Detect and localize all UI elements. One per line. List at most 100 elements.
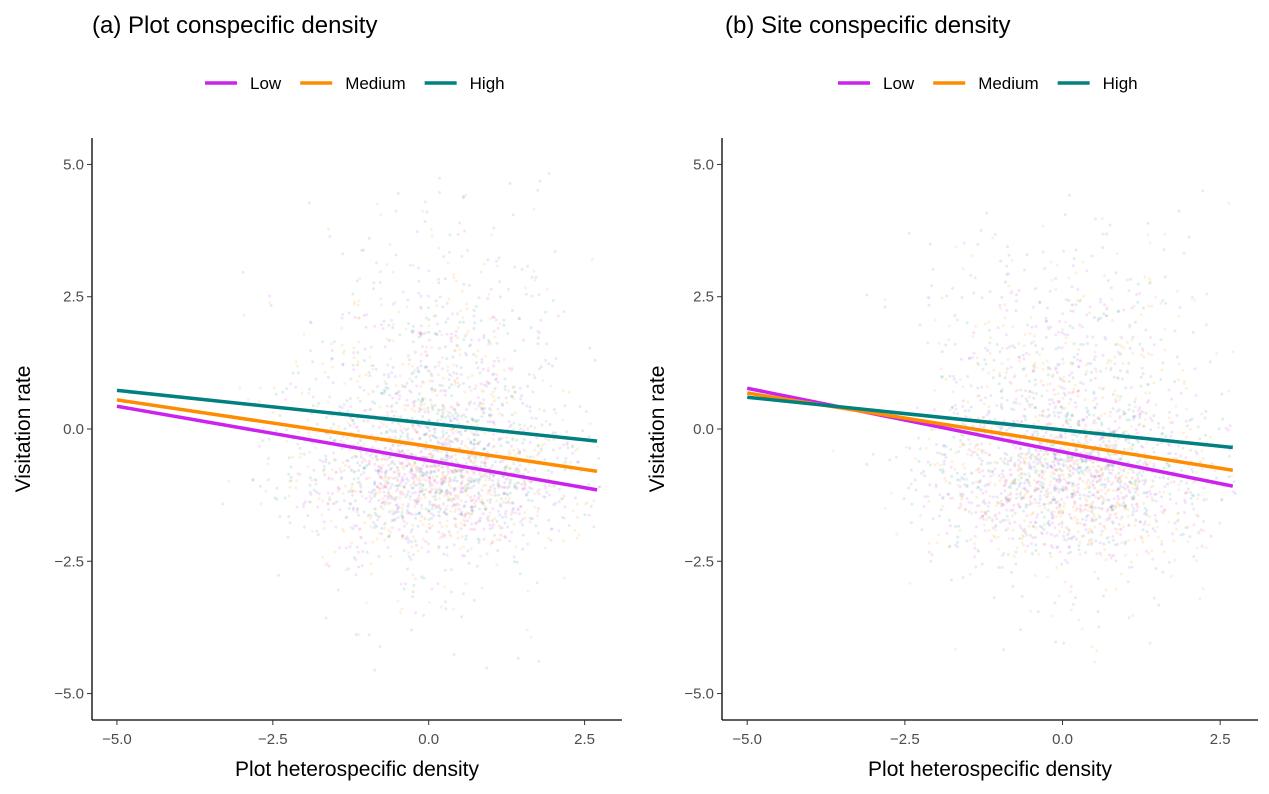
- data-point: [507, 449, 511, 453]
- data-point: [502, 535, 506, 539]
- data-point: [1049, 501, 1053, 505]
- data-point: [1149, 492, 1153, 496]
- data-point: [488, 407, 492, 411]
- data-point: [400, 462, 404, 465]
- data-point: [1178, 306, 1182, 309]
- data-point: [1038, 300, 1042, 304]
- data-point: [1107, 446, 1111, 450]
- data-point: [1149, 428, 1153, 432]
- data-point: [929, 463, 932, 467]
- data-point: [1085, 335, 1089, 339]
- data-point: [446, 498, 450, 502]
- data-point: [1067, 298, 1071, 302]
- data-point: [1035, 487, 1039, 490]
- data-point: [1105, 232, 1109, 236]
- data-point: [447, 250, 451, 254]
- data-point: [1050, 510, 1054, 514]
- data-point: [1118, 335, 1122, 339]
- data-point: [1174, 527, 1178, 531]
- data-point: [913, 478, 917, 482]
- data-point: [308, 491, 312, 494]
- data-point: [368, 454, 372, 458]
- data-point: [408, 470, 412, 474]
- data-point: [442, 475, 446, 479]
- data-point: [381, 464, 385, 467]
- data-point: [1086, 341, 1089, 345]
- data-point: [926, 296, 929, 300]
- data-point: [1089, 362, 1093, 366]
- data-point: [544, 437, 548, 441]
- data-point: [528, 405, 532, 409]
- data-point: [441, 443, 444, 447]
- data-point: [1053, 489, 1056, 493]
- data-point: [377, 555, 381, 558]
- data-point: [420, 467, 424, 471]
- data-point: [531, 390, 535, 394]
- data-point: [491, 539, 495, 543]
- data-point: [315, 422, 319, 426]
- data-point: [1220, 392, 1224, 396]
- data-point: [472, 454, 476, 458]
- data-point: [985, 211, 989, 215]
- data-point: [1063, 580, 1067, 584]
- data-point: [1018, 492, 1022, 496]
- data-point: [1043, 506, 1047, 510]
- data-point: [466, 376, 470, 380]
- data-point: [416, 431, 420, 434]
- data-point: [407, 511, 411, 515]
- data-point: [396, 466, 400, 470]
- data-point: [1076, 358, 1080, 362]
- data-point: [385, 469, 389, 473]
- data-point: [381, 507, 385, 511]
- data-point: [1131, 614, 1135, 617]
- data-point: [1073, 491, 1076, 495]
- data-point: [446, 261, 450, 265]
- data-point: [443, 600, 447, 604]
- data-point: [1064, 336, 1068, 340]
- data-point: [1227, 201, 1231, 205]
- data-point: [1048, 551, 1052, 555]
- data-point: [1094, 343, 1098, 347]
- data-point: [996, 501, 1000, 505]
- data-point: [1146, 221, 1150, 225]
- data-point: [410, 452, 414, 456]
- data-point: [396, 484, 400, 488]
- data-point: [524, 286, 527, 290]
- data-point: [467, 479, 471, 483]
- data-point: [433, 463, 437, 467]
- data-point: [344, 515, 348, 519]
- data-point: [493, 490, 497, 494]
- data-point: [1147, 304, 1150, 308]
- data-point: [978, 425, 982, 429]
- data-point: [1154, 499, 1158, 503]
- data-point: [491, 479, 495, 483]
- data-point: [444, 458, 448, 462]
- data-point: [1089, 506, 1093, 509]
- data-point: [355, 545, 359, 549]
- data-point: [387, 375, 391, 379]
- data-point: [1036, 513, 1040, 517]
- data-point: [1152, 381, 1156, 385]
- data-point: [416, 502, 419, 505]
- data-point: [453, 408, 457, 412]
- data-point: [357, 513, 361, 517]
- data-point: [581, 429, 585, 433]
- data-point: [326, 375, 330, 379]
- legend-label: Medium: [345, 74, 405, 93]
- data-point: [1020, 394, 1024, 398]
- data-point: [491, 437, 495, 441]
- data-point: [965, 483, 969, 487]
- data-point: [487, 442, 491, 446]
- data-point: [1198, 597, 1202, 601]
- data-point: [517, 508, 521, 512]
- data-point: [554, 357, 558, 361]
- data-point: [983, 322, 987, 326]
- data-point: [981, 514, 985, 518]
- data-point: [384, 470, 388, 474]
- data-point: [1019, 388, 1023, 392]
- data-point: [1117, 376, 1121, 380]
- data-point: [1148, 641, 1152, 645]
- data-point: [1137, 480, 1141, 484]
- data-point: [973, 546, 977, 550]
- data-point: [1066, 551, 1070, 555]
